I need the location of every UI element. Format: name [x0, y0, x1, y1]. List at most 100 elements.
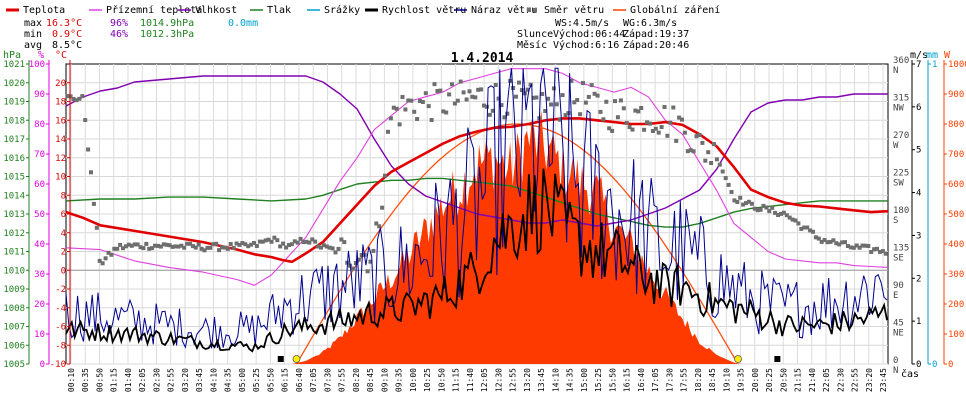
- series-wind-direction-point: [624, 120, 629, 125]
- series-ground-temp-line: [65, 68, 889, 286]
- series-wind-direction-point: [429, 118, 434, 122]
- series-wind-direction-point: [86, 147, 91, 152]
- legend-swatch-7: [527, 8, 531, 12]
- series-wind-direction-point: [118, 242, 123, 247]
- sun-set: Západ:19:37: [623, 28, 689, 40]
- series-wind-direction-point: [534, 95, 539, 100]
- series-wind-direction-point: [161, 242, 166, 247]
- series-wind-direction-point: [604, 99, 609, 104]
- moon-rise: Východ:6:16: [553, 39, 619, 51]
- wind-speed-axis-tick-label: 6: [916, 103, 921, 113]
- wind-dir-tick-label: 270: [893, 131, 909, 141]
- series-wind-direction-point: [371, 248, 376, 253]
- temperature-axis-tick-label: 14: [55, 135, 66, 145]
- x-tick-label: 13:20: [523, 368, 532, 392]
- x-tick-label: 02:55: [167, 368, 176, 392]
- series-wind-direction-point: [353, 261, 358, 265]
- series-wind-direction-point: [284, 245, 289, 250]
- series-wind-direction-point: [173, 244, 178, 249]
- series-wind-direction-point: [569, 78, 574, 83]
- series-wind-direction-point: [391, 105, 396, 110]
- series-wind-direction-point: [403, 107, 408, 112]
- series-wind-direction-point: [758, 207, 763, 212]
- series-wind-direction-point: [310, 237, 315, 242]
- series-wind-direction-point: [409, 98, 414, 103]
- pressure-axis-tick-label: 1005: [3, 360, 25, 370]
- x-tick-label: 02:05: [138, 368, 147, 392]
- temperature-axis-tick-label: -10: [50, 360, 66, 370]
- series-radiation-theoretical: [295, 123, 736, 365]
- radiation-axis-tick-label: 200: [948, 300, 964, 310]
- series-wind-direction-point: [144, 241, 149, 246]
- series-wind-direction-point: [327, 245, 332, 250]
- series-wind-direction-point: [517, 80, 521, 85]
- series-wind-direction-point: [83, 118, 88, 122]
- series-wind-direction-point: [761, 203, 766, 208]
- series-wind-direction-point: [292, 239, 297, 244]
- temperature-axis-tick-label: 12: [55, 154, 66, 164]
- legend-label-2: Vlhkost: [195, 5, 237, 16]
- x-tick-label: 14:10: [551, 368, 560, 392]
- x-tick-label: 16:15: [623, 368, 632, 392]
- wind-dir-tick-label: 360: [893, 56, 909, 66]
- pressure-axis-tick-label: 1011: [3, 248, 25, 258]
- series-wind-direction-point: [781, 210, 786, 215]
- series-wind-direction-point: [444, 110, 449, 115]
- series-wind-direction-point: [74, 98, 79, 103]
- series-wind-direction-point: [319, 245, 323, 250]
- series-wind-direction-point: [307, 240, 312, 245]
- series-wind-direction-point: [324, 244, 329, 249]
- series-wind-direction-point: [313, 239, 318, 244]
- series-wind-direction-point: [254, 244, 259, 248]
- series-wind-direction-point: [505, 111, 510, 116]
- wind-dir-tick-name: E: [893, 291, 898, 301]
- series-wind-direction-point: [779, 211, 783, 216]
- chart-title: 1.4.2014: [451, 51, 514, 66]
- pressure-axis-tick-label: 1008: [3, 304, 25, 314]
- pressure-axis-tick-label: 1021: [3, 60, 25, 70]
- series-wind-direction-point: [744, 201, 748, 206]
- series-wind-direction-point: [278, 244, 283, 249]
- x-tick-label: 12:30: [494, 368, 503, 392]
- series-wind-direction-point: [581, 81, 585, 85]
- sun-label: Slunce: [517, 29, 553, 40]
- x-tick-label: 09:35: [395, 368, 404, 392]
- series-wind-direction-point: [613, 99, 617, 104]
- series-wind-direction-point: [141, 246, 146, 251]
- series-wind-direction-point: [551, 86, 556, 91]
- series-wind-direction-point: [808, 228, 813, 233]
- series-wind-direction-point: [589, 83, 594, 88]
- series-wind-direction-point: [811, 229, 815, 234]
- series-wind-direction-point: [153, 243, 157, 248]
- series-wind-direction-point: [435, 89, 440, 93]
- series-wind-direction-point: [211, 242, 216, 247]
- series-wind-direction-point: [572, 100, 577, 105]
- x-tick-label: 20:00: [751, 368, 760, 392]
- series-wind-direction-point: [333, 250, 338, 255]
- x-tick-label: 07:05: [309, 368, 318, 392]
- pressure-axis-tick-label: 1017: [3, 135, 25, 145]
- legend-label-1: Přízemní teplota: [106, 4, 202, 16]
- humidity-axis-tick-label: 60: [34, 180, 45, 190]
- x-tick-label: 08:20: [352, 368, 361, 392]
- temperature-axis-tick-label: 18: [55, 98, 66, 108]
- series-wind-direction-point: [848, 245, 853, 250]
- series-wind-direction-point: [764, 205, 769, 210]
- series-wind-direction-point: [170, 244, 175, 249]
- series-wind-direction-point: [872, 247, 877, 252]
- pressure-axis-tick-label: 1013: [3, 210, 25, 220]
- pressure-axis-tick-label: 1020: [3, 79, 25, 89]
- x-tick-label: 15:50: [608, 368, 617, 392]
- series-wind-direction-point: [158, 244, 163, 249]
- x-tick-label: 14:35: [566, 368, 575, 392]
- series-wind-direction-point: [697, 133, 702, 138]
- temperature-axis-tick-label: 20: [55, 79, 66, 89]
- x-tick-label: 18:45: [708, 368, 717, 392]
- x-tick-label: 09:10: [380, 368, 389, 392]
- series-wind-direction-point: [246, 244, 251, 249]
- pressure-axis-tick-label: 1006: [3, 341, 25, 351]
- wind-dir-tick-name: NW: [893, 104, 904, 114]
- series-wind-direction-point: [490, 108, 495, 113]
- wind-speed-summary: WS:4.5m/s: [555, 18, 609, 29]
- series-wind-direction-point: [825, 240, 830, 245]
